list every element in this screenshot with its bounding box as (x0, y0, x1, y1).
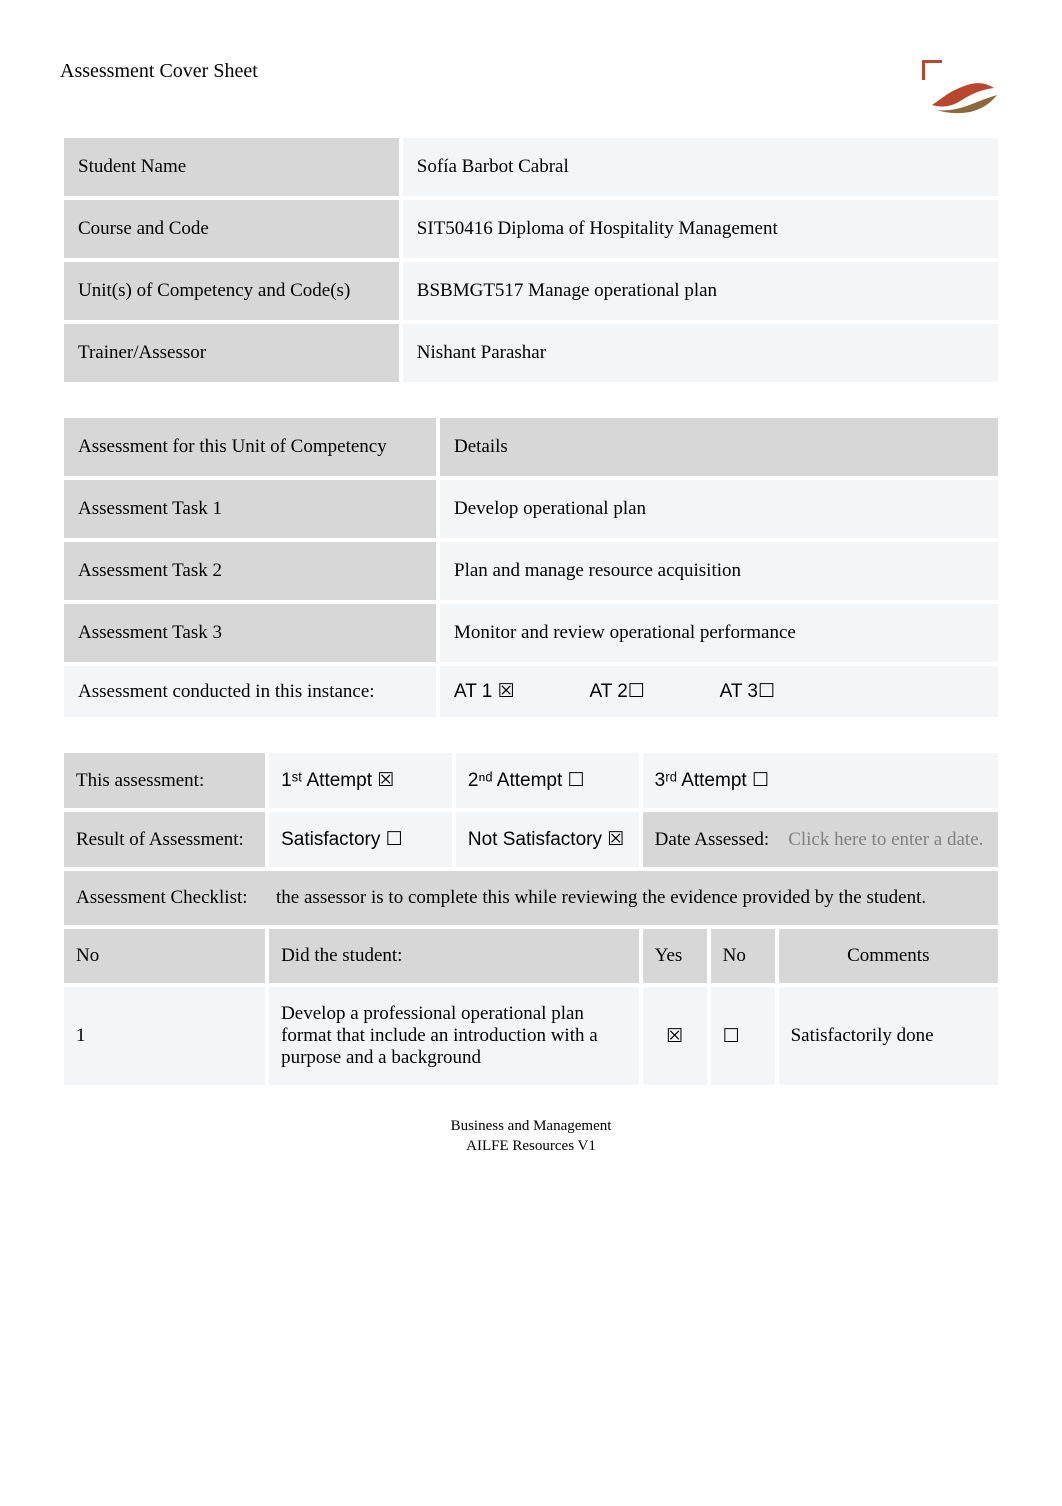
footer-line1: Business and Management (60, 1117, 1002, 1137)
task3-label: Assessment Task 3 (64, 604, 436, 662)
student-name-value: Sofía Barbot Cabral (403, 138, 998, 196)
this-assessment-table: This assessment: 1ˢᵗ Attempt ☒ 2ⁿᵈ Attem… (60, 749, 1002, 1089)
checklist-label: Assessment Checklist: (76, 887, 248, 908)
footer-line2: AILFE Resources V1 (60, 1137, 1002, 1157)
checklist-yes-header: Yes (643, 929, 707, 983)
attempt2-checkbox[interactable]: 2ⁿᵈ Attempt ☐ (456, 753, 639, 808)
student-info-table: Student Name Sofía Barbot Cabral Course … (60, 134, 1002, 386)
date-assessed-placeholder[interactable]: Click here to enter a date. (788, 829, 983, 850)
task1-value: Develop operational plan (440, 480, 998, 538)
date-assessed-label: Date Assessed: (655, 829, 770, 850)
student-name-label: Student Name (64, 138, 399, 196)
checklist-row: 1 Develop a professional operational pla… (64, 987, 998, 1085)
at1-checkbox[interactable]: AT 1 ☒ (454, 680, 515, 703)
checklist-text: the assessor is to complete this while r… (276, 887, 926, 908)
row1-comments: Satisfactorily done (779, 987, 998, 1085)
assessment-unit-table: Assessment for this Unit of Competency D… (60, 414, 1002, 721)
row1-number: 1 (64, 987, 265, 1085)
this-assessment-label: This assessment: (64, 753, 265, 808)
checklist-no-header: No (64, 929, 265, 983)
row1-yes-checkbox[interactable]: ☒ (643, 987, 707, 1085)
page-footer: Business and Management AILFE Resources … (60, 1117, 1002, 1156)
not-satisfactory-checkbox[interactable]: Not Satisfactory ☒ (456, 812, 639, 867)
assessment-unit-header-right: Details (440, 418, 998, 476)
instance-value: AT 1 ☒ AT 2☐ AT 3☐ (440, 666, 998, 717)
task3-value: Monitor and review operational performan… (440, 604, 998, 662)
unit-competency-label: Unit(s) of Competency and Code(s) (64, 262, 399, 320)
brand-logo (922, 60, 1002, 120)
attempt1-checkbox[interactable]: 1ˢᵗ Attempt ☒ (269, 753, 452, 808)
instance-label: Assessment conducted in this instance: (64, 666, 436, 717)
course-code-value: SIT50416 Diploma of Hospitality Manageme… (403, 200, 998, 258)
at2-checkbox[interactable]: AT 2☐ (589, 680, 644, 703)
row1-question: Develop a professional operational plan … (269, 987, 639, 1085)
trainer-label: Trainer/Assessor (64, 324, 399, 382)
trainer-value: Nishant Parashar (403, 324, 998, 382)
checklist-comments-header: Comments (779, 929, 998, 983)
checklist-intro: Assessment Checklist: the assessor is to… (64, 871, 998, 925)
page-title: Assessment Cover Sheet (60, 60, 258, 83)
date-assessed-cell: Date Assessed: Click here to enter a dat… (643, 812, 998, 867)
satisfactory-checkbox[interactable]: Satisfactory ☐ (269, 812, 452, 867)
assessment-unit-header-left: Assessment for this Unit of Competency (64, 418, 436, 476)
checklist-no2-header: No (711, 929, 775, 983)
unit-competency-value: BSBMGT517 Manage operational plan (403, 262, 998, 320)
course-code-label: Course and Code (64, 200, 399, 258)
result-label: Result of Assessment: (64, 812, 265, 867)
task1-label: Assessment Task 1 (64, 480, 436, 538)
task2-label: Assessment Task 2 (64, 542, 436, 600)
task2-value: Plan and manage resource acquisition (440, 542, 998, 600)
at3-checkbox[interactable]: AT 3☐ (720, 680, 775, 703)
checklist-question-header: Did the student: (269, 929, 639, 983)
attempt3-checkbox[interactable]: 3ʳᵈ Attempt ☐ (643, 753, 998, 808)
row1-no-checkbox[interactable]: ☐ (711, 987, 775, 1085)
